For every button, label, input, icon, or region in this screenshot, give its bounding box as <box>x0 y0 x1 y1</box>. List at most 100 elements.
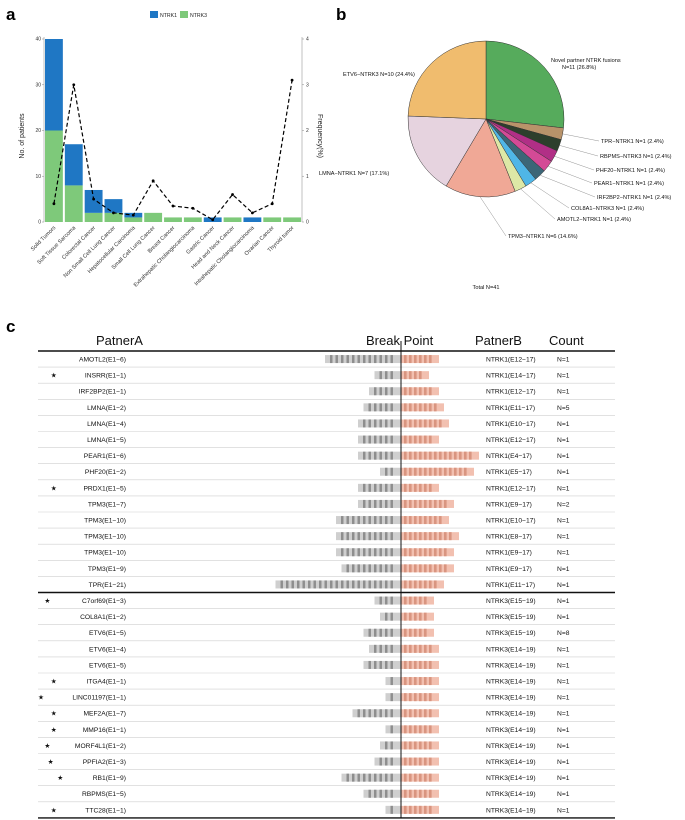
partner-b-label: NTRK1(E11−17) <box>486 405 535 412</box>
partner-a-bar <box>374 596 401 605</box>
star-marker: ★ <box>51 711 57 718</box>
partner-b-exon <box>409 789 412 798</box>
partner-a-exon <box>352 580 355 589</box>
partner-a-exon <box>341 580 344 589</box>
partner-b-exon <box>414 757 417 766</box>
partner-a-exon <box>352 355 355 364</box>
partner-a-exon <box>363 419 366 428</box>
partner-b-exon <box>424 580 427 589</box>
table-row: RBPMS(E1−5) NTRK3(E14−19) N=1 <box>38 789 615 803</box>
partner-a-exon <box>390 693 393 702</box>
table-row: ★ MORF4L1(E1−2) NTRK3(E14−19) N=1 <box>38 741 615 754</box>
partner-b-exon <box>419 548 422 557</box>
partner-b-exon <box>434 403 437 412</box>
partner-a-label: PRDX1(E1−5) <box>83 485 126 492</box>
partner-a-exon <box>357 548 360 557</box>
partner-b-exon <box>464 451 467 460</box>
partner-a-exon <box>385 499 388 508</box>
partner-a-exon <box>390 419 393 428</box>
pie-leader-line <box>547 166 593 184</box>
table-row: LMNA(E1−2) NTRK1(E11−17) N=5 <box>38 403 615 416</box>
partner-a-exon <box>374 789 377 798</box>
partner-b-exon <box>439 548 442 557</box>
partner-a-exon <box>368 564 371 573</box>
partner-b-exon <box>419 709 422 718</box>
partner-a-exon <box>363 499 366 508</box>
partner-b-bar <box>401 580 444 589</box>
table-row: ★ C7orf69(E1−3) NTRK3(E15−19) N=1 <box>38 596 615 609</box>
partner-b-exon <box>409 371 412 380</box>
partner-a-exon <box>368 355 371 364</box>
partner-b-exon <box>419 757 422 766</box>
partner-a-exon <box>302 580 305 589</box>
partner-a-exon <box>390 596 393 605</box>
partner-b-exon <box>424 548 427 557</box>
pie-label: TPM3−NTRK1 N=6 (14.6%) <box>508 234 578 240</box>
partner-a-exon <box>357 532 360 541</box>
partner-a-exon <box>291 580 294 589</box>
partner-b-exon <box>409 773 412 782</box>
partner-b-exon <box>409 451 412 460</box>
partner-b-label: NTRK1(E9−17) <box>486 550 532 557</box>
partner-a-label: MORF4L1(E1−2) <box>75 743 126 750</box>
partner-b-label: NTRK3(E14−19) <box>486 678 536 685</box>
partner-b-exon <box>404 516 407 525</box>
partner-a-exon <box>346 355 349 364</box>
y-tick-label: 30 <box>35 82 41 88</box>
partner-b-exon <box>409 644 412 653</box>
partner-a-exon <box>390 467 393 476</box>
partner-b-exon <box>409 499 412 508</box>
partner-b-exon <box>429 644 432 653</box>
partner-b-exon <box>419 660 422 669</box>
partner-b-exon <box>419 628 422 637</box>
pie-leader-line <box>559 145 599 157</box>
partner-a-exon <box>385 532 388 541</box>
partner-b-exon <box>409 516 412 525</box>
partner-a-exon <box>390 757 393 766</box>
star-marker: ★ <box>44 598 50 605</box>
frequency-point <box>171 204 175 208</box>
partner-b-exon <box>429 693 432 702</box>
partner-a-bar <box>374 371 401 380</box>
partner-a-exon <box>390 435 393 444</box>
partner-a-label: AMOTL2(E1−6) <box>79 356 126 363</box>
partner-b-exon <box>414 516 417 525</box>
partner-b-exon <box>429 403 432 412</box>
partner-a-bar <box>341 773 401 782</box>
partner-b-exon <box>404 693 407 702</box>
partner-a-label: LINC01197(E1−1) <box>72 695 126 702</box>
partner-b-exon <box>404 709 407 718</box>
partner-b-exon <box>414 548 417 557</box>
partner-b-exon <box>409 403 412 412</box>
partner-a-exon <box>368 451 371 460</box>
partner-a-exon <box>385 467 388 476</box>
partner-a-exon <box>379 757 382 766</box>
partner-b-exon <box>429 355 432 364</box>
legend-swatch-ntrk3 <box>180 11 188 18</box>
partner-b-exon <box>409 580 412 589</box>
partner-a-exon <box>352 532 355 541</box>
partner-b-exon <box>414 789 417 798</box>
partner-b-exon <box>419 435 422 444</box>
bar-ntrk3 <box>283 217 302 222</box>
bar-ntrk1 <box>64 144 83 186</box>
partner-b-exon <box>444 467 447 476</box>
partner-a-exon <box>379 355 382 364</box>
partner-b-label: NTRK3(E14−19) <box>486 711 536 718</box>
partner-b-exon <box>404 451 407 460</box>
partner-b-exon <box>414 499 417 508</box>
partner-b-exon <box>429 419 432 428</box>
partner-a-exon <box>330 580 333 589</box>
partner-b-exon <box>434 564 437 573</box>
star-marker: ★ <box>51 727 57 734</box>
partner-a-exon <box>390 677 393 686</box>
partner-b-exon <box>404 371 407 380</box>
partner-b-exon <box>454 451 457 460</box>
partner-b-label: NTRK1(E9−17) <box>486 501 532 508</box>
partner-a-exon <box>379 773 382 782</box>
partner-b-exon <box>414 596 417 605</box>
partner-a-exon <box>379 499 382 508</box>
partner-a-exon <box>368 419 371 428</box>
partner-b-label: NTRK3(E15−19) <box>486 598 536 605</box>
partner-b-exon <box>409 564 412 573</box>
